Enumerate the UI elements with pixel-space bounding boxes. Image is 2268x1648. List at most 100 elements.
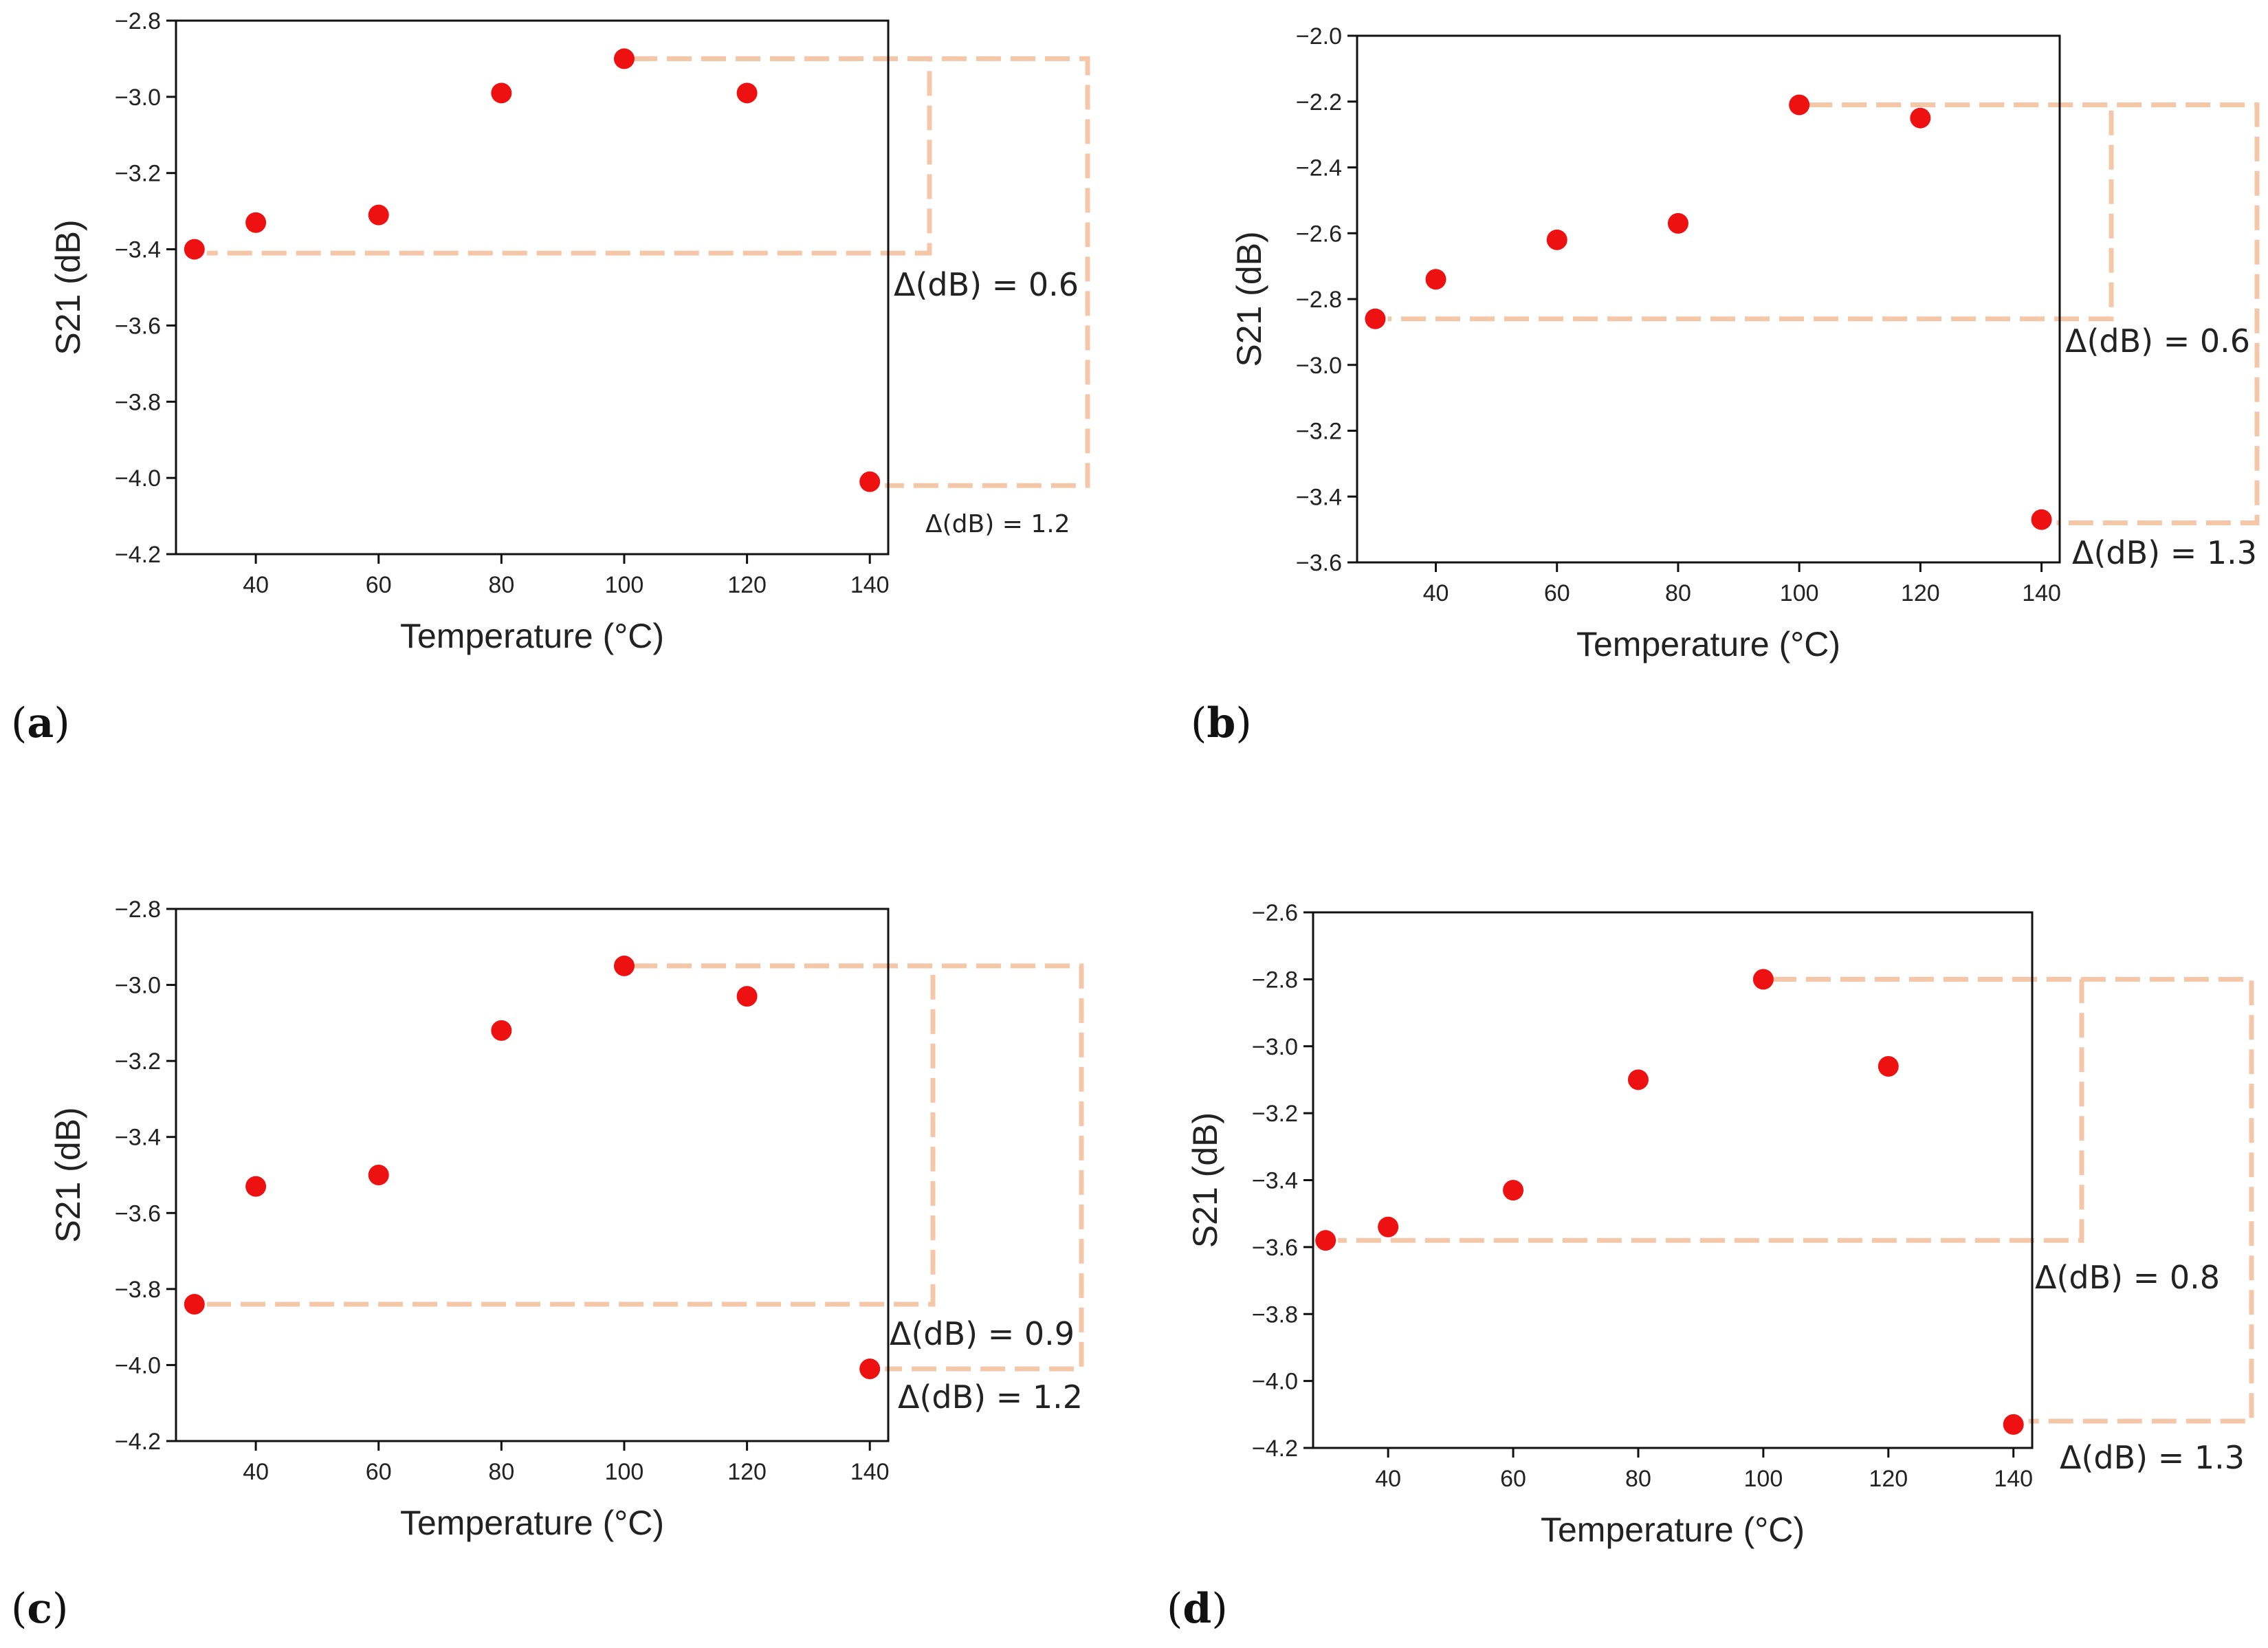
y-tick-label: −3.6: [1296, 550, 1342, 576]
data-point: [1667, 212, 1688, 234]
data-point: [1425, 269, 1446, 290]
x-tick-label: 140: [1994, 1466, 2033, 1492]
x-tick-label: 140: [850, 572, 890, 598]
delta-annotation: Δ(dB) = 0.8: [2035, 1259, 2220, 1296]
y-tick-label: −3.0: [1296, 353, 1342, 379]
delta-guide-line: [1807, 102, 2260, 526]
data-point: [859, 471, 881, 492]
delta-guide-line: [1387, 102, 2114, 322]
data-point: [1752, 969, 1774, 990]
delta-guide-line: [1771, 976, 2254, 1424]
data-point: [184, 1293, 205, 1315]
x-tick-label: 60: [1544, 580, 1570, 606]
y-axis-title: S21 (dB): [49, 219, 87, 355]
x-tick-label: 120: [727, 1459, 767, 1485]
y-tick-label: −2.6: [1252, 900, 1298, 926]
y-tick-label: −2.6: [1296, 221, 1342, 247]
x-tick-label: 120: [1869, 1466, 1908, 1492]
y-tick-label: −4.0: [115, 465, 161, 492]
x-tick-label: 60: [366, 572, 392, 598]
x-tick-label: 80: [488, 1459, 514, 1485]
panel-label: (c): [11, 1585, 68, 1633]
delta-annotation: Δ(dB) = 1.3: [2060, 1439, 2245, 1476]
y-tick-label: −3.4: [1296, 484, 1342, 510]
data-point: [368, 1165, 389, 1185]
x-tick-label: 60: [1500, 1466, 1526, 1492]
y-tick-label: −3.4: [115, 1125, 161, 1151]
delta-annotation: Δ(dB) = 0.6: [2065, 322, 2250, 360]
x-axis-title: Temperature (°C): [1541, 1510, 1805, 1549]
data-point: [2031, 509, 2052, 530]
y-tick-label: −2.2: [1296, 89, 1342, 116]
y-tick-label: −3.6: [115, 313, 161, 339]
x-tick-label: 100: [1744, 1466, 1783, 1492]
data-point: [1503, 1180, 1524, 1201]
y-axis-title: S21 (dB): [1186, 1112, 1224, 1248]
data-point: [1789, 94, 1810, 116]
y-tick-label: −2.8: [115, 8, 161, 34]
y-tick-label: −4.2: [1252, 1436, 1298, 1462]
y-tick-label: −4.2: [115, 1429, 161, 1455]
delta-guide-line: [206, 963, 936, 1307]
data-point: [245, 212, 267, 233]
x-tick-label: 40: [243, 1459, 269, 1485]
data-point: [1365, 308, 1386, 329]
delta-guide-line: [206, 56, 932, 256]
y-tick-label: −3.8: [115, 1277, 161, 1303]
chart-panel-c: 40 60 80 100 120 140 −2.8 −3.0 −3.2 −3.4 −3.6 −3.8 −…: [11, 897, 1084, 1633]
y-tick-label: −3.4: [115, 237, 161, 263]
data-point: [1627, 1069, 1649, 1090]
data-point: [1910, 107, 1931, 129]
y-tick-label: −3.0: [115, 973, 161, 999]
data-point: [613, 48, 635, 69]
data-point: [491, 1020, 512, 1041]
delta-annotation: Δ(dB) = 0.6: [894, 266, 1079, 303]
delta-guide-line: [632, 56, 1090, 488]
data-point: [613, 955, 635, 976]
x-tick-label: 60: [366, 1459, 392, 1485]
x-tick-label: 120: [1901, 580, 1940, 606]
chart-panel-a: 40 60 80 100 120 140 −2.8 −3.0 −3.2 −3.4 −3.6 −3.8 −…: [11, 8, 1090, 747]
x-axis-title: Temperature (°C): [1576, 625, 1840, 663]
plot-frame: [1312, 911, 2034, 1449]
delta-guide-line: [1338, 976, 2084, 1243]
data-point: [1315, 1230, 1336, 1251]
x-tick-label: 80: [1665, 580, 1691, 606]
delta-annotation: Δ(dB) = 1.3: [2072, 534, 2257, 571]
y-tick-label: −3.0: [1252, 1034, 1298, 1060]
y-tick-label: −3.0: [115, 85, 161, 111]
y-tick-label: −2.8: [115, 897, 161, 923]
data-point: [184, 239, 205, 260]
y-tick-label: −2.4: [1296, 155, 1342, 182]
plot-frame: [175, 19, 890, 556]
y-tick-label: −4.0: [1252, 1369, 1298, 1395]
y-tick-label: −3.2: [115, 1048, 161, 1075]
delta-guide-line: [632, 963, 1084, 1372]
x-tick-label: 100: [605, 572, 644, 598]
chart-panel-d: 40 60 80 100 120 140 −2.6 −2.8 −3.0 −3.2 −3.4 −3.6 −…: [1167, 900, 2254, 1633]
y-tick-label: −3.2: [1252, 1101, 1298, 1127]
x-axis-title: Temperature (°C): [400, 617, 664, 655]
data-point: [368, 204, 389, 226]
y-tick-label: −3.8: [115, 389, 161, 415]
plot-frame: [175, 908, 890, 1442]
x-tick-label: 100: [605, 1459, 644, 1485]
y-tick-label: −3.8: [1252, 1301, 1298, 1328]
y-tick-label: −3.6: [1252, 1235, 1298, 1261]
data-point: [245, 1176, 267, 1197]
data-point: [859, 1358, 881, 1379]
y-tick-label: −2.8: [1252, 967, 1298, 993]
y-axis-title: S21 (dB): [1230, 231, 1268, 366]
data-point: [491, 83, 512, 104]
y-tick-label: −2.0: [1296, 23, 1342, 50]
x-tick-label: 40: [1423, 580, 1449, 606]
x-tick-label: 120: [727, 572, 767, 598]
plot-frame: [1356, 34, 2061, 564]
chart-panel-b: 40 60 80 100 120 140 −2.0 −2.2 −2.4 −2.6 −2.8 −3.0 −…: [1191, 23, 2260, 747]
panel-label: (a): [11, 699, 70, 747]
y-tick-label: −3.6: [115, 1200, 161, 1227]
y-tick-label: −2.8: [1296, 287, 1342, 313]
x-tick-label: 40: [243, 572, 269, 598]
delta-annotation: Δ(dB) = 1.2: [898, 1378, 1083, 1416]
